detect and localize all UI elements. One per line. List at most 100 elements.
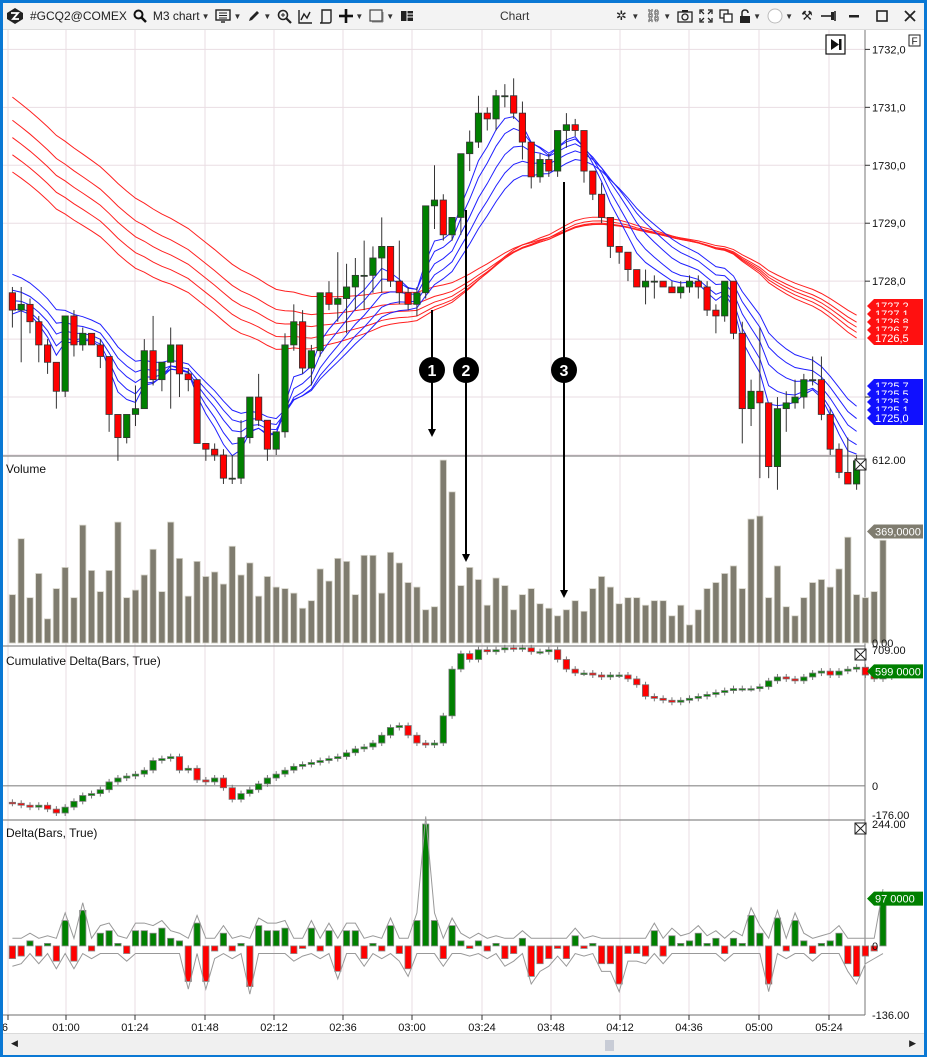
svg-text:709.00: 709.00 xyxy=(872,645,906,657)
scrollbar-thumb[interactable] xyxy=(605,1040,614,1051)
close-button[interactable] xyxy=(896,3,924,29)
svg-text:01:00: 01:00 xyxy=(52,1022,80,1032)
svg-text:-136.00: -136.00 xyxy=(872,1010,909,1022)
svg-text:1730,0: 1730,0 xyxy=(872,160,906,172)
delta-axis: 244.00 0 -136.00 xyxy=(872,819,909,1022)
annotation-number: 3 xyxy=(560,363,569,380)
price-candles xyxy=(8,78,861,490)
app-logo-icon xyxy=(7,8,23,24)
layout-dropdown[interactable]: ▼ xyxy=(366,3,397,29)
svg-text:1726,5: 1726,5 xyxy=(875,333,909,345)
chevron-down-icon: ▼ xyxy=(233,11,242,21)
pane-close-button[interactable] xyxy=(854,458,867,471)
annotation-number: 1 xyxy=(428,363,437,380)
maximize-button[interactable] xyxy=(868,3,896,29)
svg-text:03:24: 03:24 xyxy=(468,1022,496,1032)
annotations: 1 2 3 xyxy=(419,182,577,598)
cumdelta-last-badge: 599 0000 xyxy=(867,664,923,679)
color-circle-icon xyxy=(767,8,783,24)
svg-text:599 0000: 599 0000 xyxy=(875,666,921,678)
svg-text:01:48: 01:48 xyxy=(191,1022,219,1032)
svg-text:612.00: 612.00 xyxy=(872,455,906,467)
svg-text:03:48: 03:48 xyxy=(537,1022,565,1032)
zoom-button[interactable] xyxy=(274,3,295,29)
cursor-mode-icon: ✲ xyxy=(615,8,627,23)
volume-pane-label: Volume xyxy=(6,462,47,476)
clone-button[interactable] xyxy=(716,3,736,29)
pane-close-button[interactable] xyxy=(854,822,867,835)
svg-text:02:12: 02:12 xyxy=(260,1022,288,1032)
crosshair-dropdown[interactable]: ▼ xyxy=(336,3,366,29)
indicators-icon xyxy=(298,9,313,24)
annotation-number: 2 xyxy=(462,363,471,380)
svg-text:04:36: 04:36 xyxy=(675,1022,703,1032)
svg-text:0: 0 xyxy=(872,941,878,953)
link-icon: ⛓ xyxy=(645,8,662,23)
svg-text:369,0000: 369,0000 xyxy=(875,526,921,538)
zoom-icon xyxy=(278,9,293,24)
cumdelta-pane-label: Cumulative Delta(Bars, True) xyxy=(6,654,161,668)
app-logo-button[interactable] xyxy=(3,3,27,29)
color-dropdown[interactable]: ▼ xyxy=(764,3,796,29)
pencil-icon xyxy=(249,11,260,21)
lock-icon xyxy=(740,8,751,23)
scroll-right-arrow-icon[interactable]: ▶ xyxy=(909,1038,916,1048)
svg-text:1729,0: 1729,0 xyxy=(872,218,906,230)
svg-text:36: 36 xyxy=(3,1022,8,1032)
fullscreen-icon xyxy=(699,9,713,23)
timeframe-dropdown[interactable]: M3 chart ▼ xyxy=(150,3,213,29)
svg-text:04:12: 04:12 xyxy=(606,1022,634,1032)
svg-text:05:00: 05:00 xyxy=(745,1022,773,1032)
scroll-left-arrow-icon[interactable]: ◀ xyxy=(11,1038,18,1048)
svg-text:0: 0 xyxy=(872,781,878,793)
price-badge-blue: 1725,0 xyxy=(867,411,923,425)
horizontal-scrollbar[interactable]: ◀ ▶ xyxy=(3,1033,924,1055)
cumdelta-axis: 709.00 0 -176.00 xyxy=(872,645,909,822)
chart-area[interactable]: 1732,01731,01730,01729,01728,01726,01727… xyxy=(0,30,924,1034)
lock-dropdown[interactable]: ▼ xyxy=(736,3,764,29)
window-title: Chart xyxy=(500,9,530,23)
close-icon xyxy=(904,10,916,22)
symbol-label[interactable]: #GCQ2@COMEX xyxy=(30,9,127,23)
chevron-down-icon: ▼ xyxy=(753,11,762,21)
indicators-button[interactable] xyxy=(295,3,316,29)
svg-text:1728,0: 1728,0 xyxy=(872,276,906,288)
cursor-mode-dropdown[interactable]: ✲ ▼ xyxy=(610,3,642,29)
svg-text:02:36: 02:36 xyxy=(329,1022,357,1032)
f-button[interactable]: F xyxy=(908,34,921,48)
svg-text:F: F xyxy=(912,37,918,48)
chevron-down-icon: ▼ xyxy=(263,11,272,21)
dom-panel-button[interactable] xyxy=(397,3,417,29)
svg-text:05:24: 05:24 xyxy=(815,1022,843,1032)
minimize-icon xyxy=(849,15,859,18)
maximize-icon xyxy=(876,10,888,22)
tools-button[interactable]: ⚒ xyxy=(796,3,818,29)
link-dropdown[interactable]: ⛓ ▼ xyxy=(642,3,674,29)
drawing-tools-dropdown[interactable]: ▼ xyxy=(244,3,274,29)
svg-text:244.00: 244.00 xyxy=(872,819,906,831)
delta-pane-label: Delta(Bars, True) xyxy=(6,826,98,840)
clone-icon xyxy=(719,9,733,23)
symbol-search-button[interactable] xyxy=(130,3,150,29)
volume-last-badge: 369,0000 xyxy=(867,524,923,539)
smart-tape-icon xyxy=(320,8,333,24)
time-axis: 36 01:00 01:24 01:48 02:12 02:36 03:00 03:24 03:… xyxy=(0,1015,843,1034)
tools-icon: ⚒ xyxy=(801,8,813,23)
fullscreen-button[interactable] xyxy=(696,3,716,29)
pane-close-button[interactable] xyxy=(854,648,867,661)
svg-text:97 0000: 97 0000 xyxy=(875,894,915,906)
chevron-down-icon: ▼ xyxy=(355,11,364,21)
minimize-button[interactable] xyxy=(840,3,868,29)
screenshot-button[interactable] xyxy=(674,3,696,29)
pin-button[interactable] xyxy=(818,3,840,29)
chevron-down-icon: ▼ xyxy=(663,11,672,21)
svg-text:01:24: 01:24 xyxy=(121,1022,149,1032)
scroll-to-end-button[interactable] xyxy=(825,34,846,55)
svg-text:1725,0: 1725,0 xyxy=(875,413,909,425)
smart-tape-button[interactable] xyxy=(316,3,336,29)
volume-bars xyxy=(8,459,887,644)
svg-text:0.00: 0.00 xyxy=(872,638,893,650)
chart-canvas[interactable]: 1732,01731,01730,01729,01728,01726,01727… xyxy=(0,30,924,1034)
template-dropdown[interactable]: ▼ xyxy=(212,3,244,29)
